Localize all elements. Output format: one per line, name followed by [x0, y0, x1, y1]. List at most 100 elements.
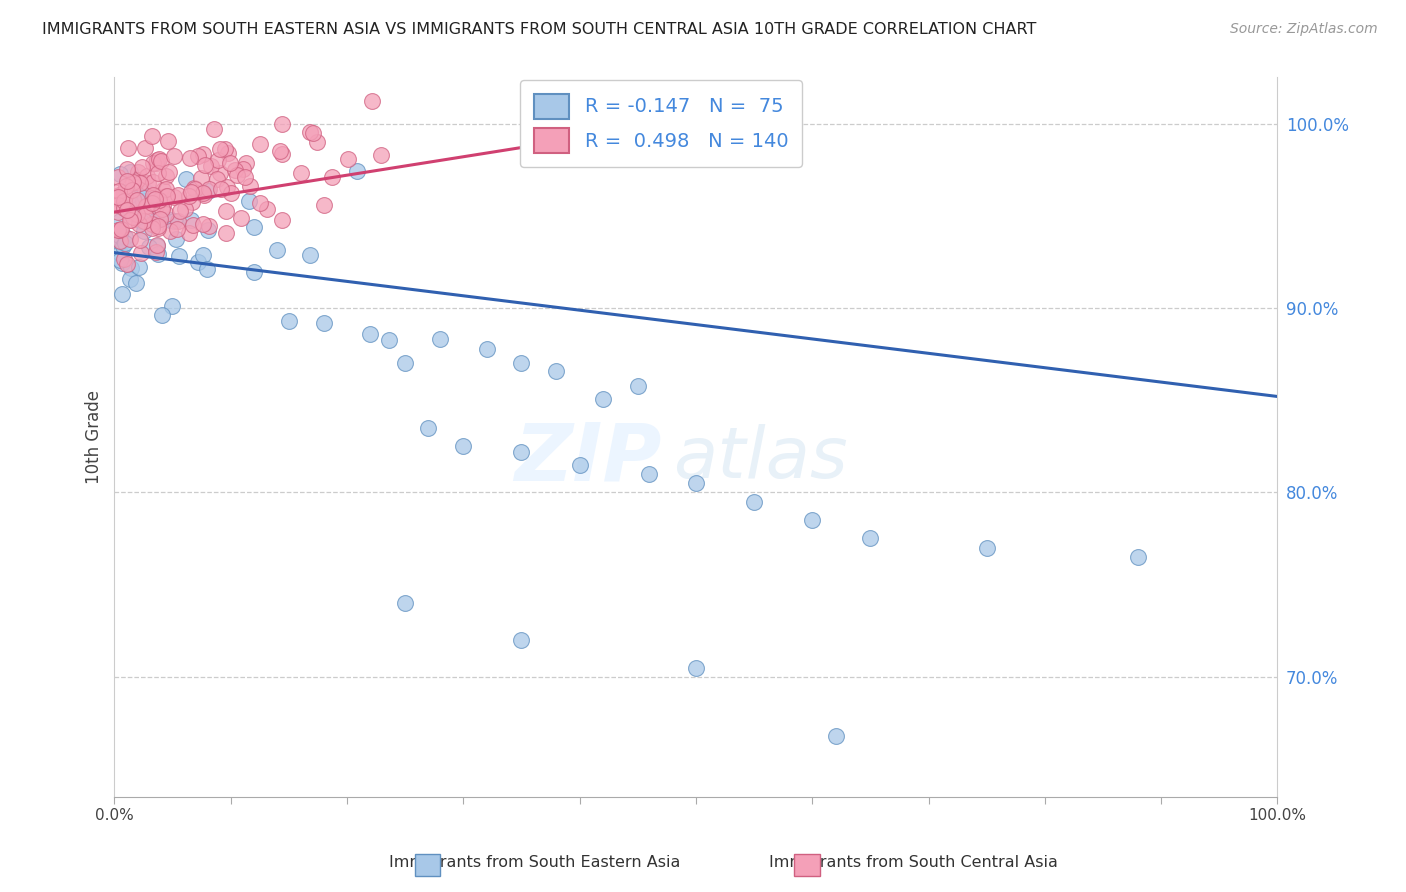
Point — [186, 149, 208, 163]
Point — [112, 189, 135, 203]
Point — [179, 151, 201, 165]
Point — [142, 188, 165, 202]
Point — [107, 198, 129, 212]
Point — [167, 249, 190, 263]
Point — [165, 232, 187, 246]
Point — [145, 244, 167, 259]
Point — [174, 172, 197, 186]
Point — [138, 240, 160, 254]
Point — [155, 207, 177, 221]
Point — [180, 194, 202, 209]
Point — [112, 194, 135, 208]
Point — [118, 165, 141, 179]
Point — [149, 211, 172, 226]
Point — [197, 262, 219, 277]
Point — [110, 222, 132, 236]
Point — [122, 175, 145, 189]
Point — [121, 192, 143, 206]
Point — [155, 188, 177, 202]
Point — [120, 213, 142, 227]
Point — [120, 187, 142, 202]
Point — [125, 193, 148, 207]
Text: atlas: atlas — [672, 424, 848, 493]
Point — [270, 117, 292, 131]
Point — [298, 125, 321, 139]
Text: IMMIGRANTS FROM SOUTH EASTERN ASIA VS IMMIGRANTS FROM SOUTH CENTRAL ASIA 10TH GR: IMMIGRANTS FROM SOUTH EASTERN ASIA VS IM… — [42, 22, 1036, 37]
Point — [135, 199, 157, 213]
Point — [976, 541, 998, 555]
Point — [160, 299, 183, 313]
Point — [394, 356, 416, 370]
Point — [141, 217, 163, 231]
Point — [163, 214, 186, 228]
Point — [238, 194, 260, 208]
Point — [111, 287, 134, 301]
Point — [125, 197, 148, 211]
Point — [510, 356, 533, 370]
Point — [118, 212, 141, 227]
Point — [231, 211, 253, 226]
Point — [209, 166, 232, 180]
Point — [120, 261, 142, 276]
Point — [117, 162, 139, 177]
Point — [114, 230, 136, 244]
Point — [1126, 549, 1149, 564]
Point — [129, 245, 152, 260]
Point — [145, 156, 167, 170]
Point — [271, 146, 294, 161]
Point — [134, 141, 156, 155]
Point — [312, 316, 335, 330]
Point — [239, 179, 262, 194]
Point — [146, 213, 169, 227]
Point — [685, 660, 707, 674]
Point — [136, 176, 159, 190]
Point — [163, 149, 186, 163]
Point — [190, 171, 212, 186]
Point — [209, 182, 232, 196]
Point — [200, 159, 222, 173]
Point — [107, 205, 129, 219]
Point — [256, 202, 278, 216]
Point — [197, 223, 219, 237]
Point — [134, 208, 156, 222]
Point — [167, 214, 190, 228]
Point — [149, 153, 172, 168]
Point — [169, 204, 191, 219]
Point — [110, 246, 132, 260]
Point — [183, 182, 205, 196]
Point — [108, 235, 131, 249]
Text: Immigrants from South Eastern Asia: Immigrants from South Eastern Asia — [388, 855, 681, 870]
Point — [146, 239, 169, 253]
Point — [277, 314, 299, 328]
Point — [394, 596, 416, 610]
Point — [114, 179, 136, 194]
Point — [142, 175, 165, 189]
Point — [141, 128, 163, 143]
Point — [221, 186, 243, 200]
Point — [179, 188, 201, 202]
Point — [801, 513, 824, 527]
Point — [298, 248, 321, 262]
Point — [510, 445, 533, 459]
Point — [125, 175, 148, 189]
Point — [131, 161, 153, 175]
Point — [142, 156, 165, 170]
Point — [638, 467, 661, 481]
Point — [208, 142, 231, 156]
Point — [129, 233, 152, 247]
Point — [114, 188, 136, 202]
Point — [117, 202, 139, 217]
Point — [114, 202, 136, 217]
Point — [214, 143, 236, 157]
Point — [129, 213, 152, 227]
Point — [150, 202, 173, 217]
Point — [205, 172, 228, 186]
Point — [742, 494, 765, 508]
Point — [166, 222, 188, 236]
Point — [302, 126, 325, 140]
Point — [202, 121, 225, 136]
Point — [120, 272, 142, 286]
Point — [152, 198, 174, 212]
Point — [110, 228, 132, 243]
Point — [173, 202, 195, 216]
